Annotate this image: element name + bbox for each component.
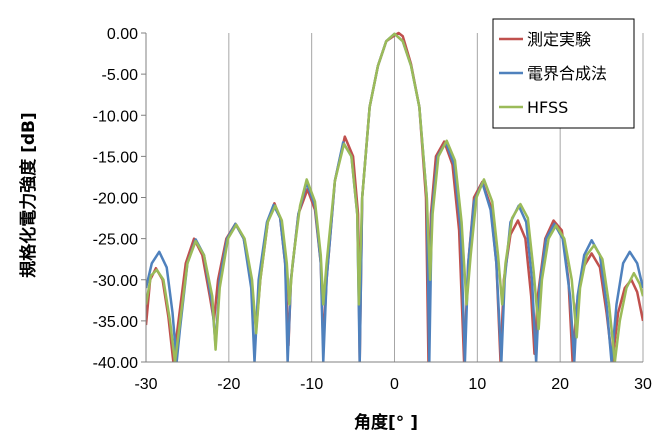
x-tick-label: -10	[300, 376, 323, 393]
axes: -30 -20 -10 0 10 20 30 0.00 -5.00 -10.00 -15.00 -20…	[93, 26, 652, 393]
y-tick-label: -10.00	[93, 108, 138, 125]
x-tick-label: -30	[134, 376, 157, 393]
y-tick-label: -25.00	[93, 232, 138, 249]
x-tick-label: 0	[390, 376, 399, 393]
series-lines	[146, 31, 643, 362]
y-tick-label: 0.00	[107, 26, 138, 43]
y-tick-label: -5.00	[102, 67, 139, 84]
y-tick-label: -20.00	[93, 191, 138, 208]
legend-label: 測定実験	[527, 30, 591, 49]
y-tick-label: -30.00	[93, 273, 138, 290]
legend-label: HFSS	[527, 98, 568, 117]
x-tick-label: 30	[634, 376, 652, 393]
x-axis-title: 角度[° ]	[354, 412, 418, 433]
y-tick-label: -15.00	[93, 149, 138, 166]
legend-label: 電界合成法	[527, 64, 607, 83]
series-line	[146, 32, 643, 362]
x-tick-label: -20	[217, 376, 240, 393]
y-tick-label: -40.00	[93, 355, 138, 372]
y-tick-label: -35.00	[93, 314, 138, 331]
x-tick-label: 20	[551, 376, 569, 393]
y-axis-title: 規格化電力強度 [dB]	[18, 112, 39, 278]
x-tick-label: 10	[468, 376, 486, 393]
